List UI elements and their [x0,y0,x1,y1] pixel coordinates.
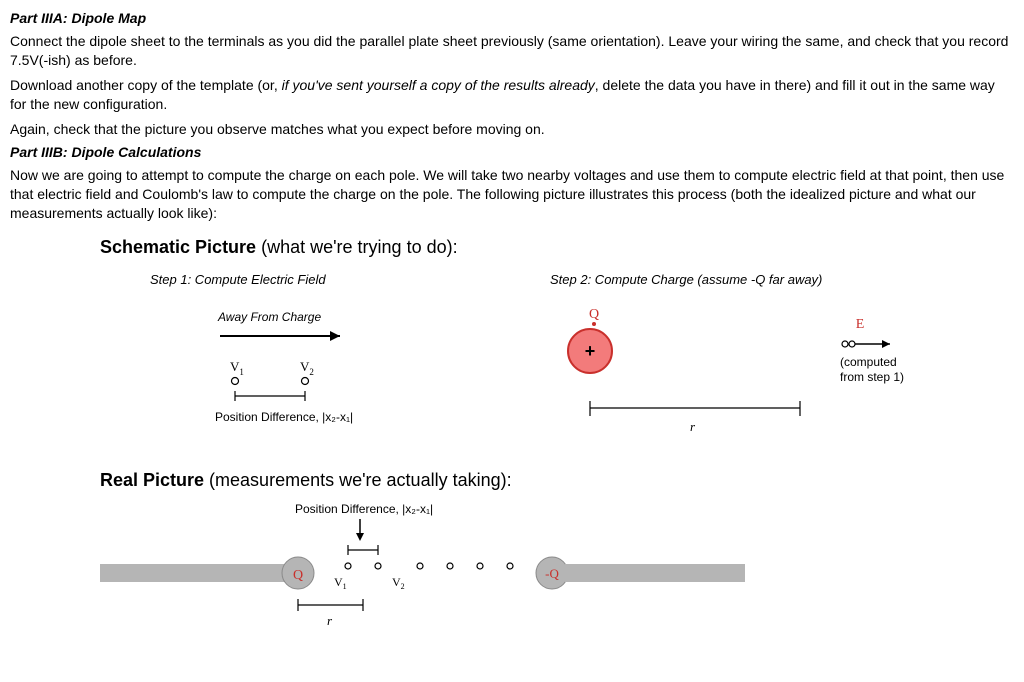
r-label: r [690,419,696,434]
figure-area: Schematic Picture (what we're trying to … [100,237,1014,629]
e-point-2 [849,341,855,347]
away-arrow-head [330,331,340,341]
schematic-title: Schematic Picture (what we're trying to … [100,237,1014,258]
left-bar [100,564,285,582]
e-label: E [856,317,865,332]
computed-label-2: from step 1) [840,370,904,384]
real-title-bold: Real Picture [100,470,204,490]
v2-point [302,378,309,385]
neg-q-label: -Q [545,566,559,581]
m-point-3 [417,563,423,569]
m-point-4 [447,563,453,569]
m-point-2 [375,563,381,569]
step2-label: Step 2: Compute Charge (assume -Q far aw… [550,272,822,287]
away-label: Away From Charge [217,310,321,324]
real-v2: V2 [392,575,405,591]
m-point-1 [345,563,351,569]
real-title-rest: (measurements we're actually taking): [204,470,512,490]
posdiff-label: Position Difference, |x₂-x₁| [215,410,353,424]
part-a-paragraph-3: Again, check that the picture you observ… [10,120,1014,139]
v1-label: V1 [230,359,244,377]
part-b-title: Part IIIB: Dipole Calculations [10,144,1014,160]
m-point-6 [507,563,513,569]
part-b-paragraph-1: Now we are going to attempt to compute t… [10,166,1014,223]
part-a-title: Part IIIA: Dipole Map [10,10,1014,26]
real-svg: Position Difference, |x₂-x₁| Q V1 V2 -Q [100,499,800,629]
p2-emphasis: if you've sent yourself a copy of the re… [282,77,595,93]
schematic-title-bold: Schematic Picture [100,237,256,257]
real-v1: V1 [334,575,347,591]
plus-sign: + [585,341,596,361]
part-a-paragraph-2: Download another copy of the template (o… [10,76,1014,114]
schematic-title-rest: (what we're trying to do): [256,237,458,257]
e-point-1 [842,341,848,347]
q-dot [592,322,596,326]
v2-label: V2 [300,359,314,377]
e-arrow-head [882,340,890,348]
real-posdiff-label: Position Difference, |x₂-x₁| [295,502,433,516]
right-bar [565,564,745,582]
step1-label: Step 1: Compute Electric Field [150,272,326,287]
computed-label-1: (computed [840,355,897,369]
p2-pre: Download another copy of the template (o… [10,77,282,93]
part-a-paragraph-1: Connect the dipole sheet to the terminal… [10,32,1014,70]
schematic-svg: Step 1: Compute Electric Field Step 2: C… [100,266,930,456]
v1-point [232,378,239,385]
down-arrow-head [356,533,364,541]
real-title: Real Picture (measurements we're actuall… [100,470,1014,491]
m-point-5 [477,563,483,569]
q-label: Q [589,307,599,322]
real-q-label: Q [293,568,303,583]
real-r-label: r [327,613,333,628]
